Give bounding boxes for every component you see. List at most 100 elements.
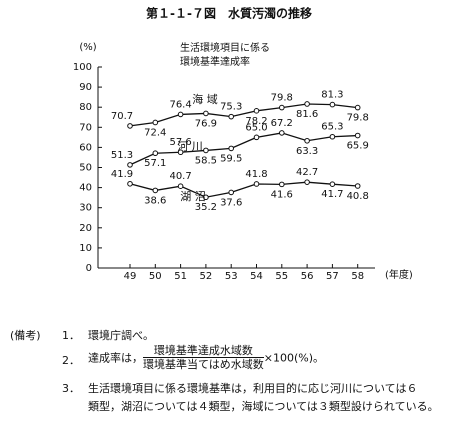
point (279, 181, 285, 188)
point (304, 179, 310, 185)
x-tick-label: 53 (225, 271, 238, 282)
point (228, 113, 234, 120)
point (203, 147, 209, 154)
point (203, 110, 209, 117)
note-number: 3． (62, 382, 80, 395)
point (127, 123, 133, 129)
denominator: 環境基準当てはめ水域数 (143, 358, 264, 371)
y-tick-label: 70 (79, 122, 92, 133)
note-number: 1． (62, 329, 80, 342)
note-number: 2． (62, 354, 80, 367)
point (304, 101, 310, 107)
point (354, 104, 361, 111)
value-label: 72.4 (144, 127, 166, 138)
note-text: ×100(%)。 (263, 351, 325, 365)
value-label: 37.6 (220, 197, 242, 208)
note-text: 環境庁調べ。 (88, 329, 154, 342)
note-text: 達成率は， (88, 351, 143, 365)
value-label: 67.2 (271, 118, 293, 129)
fraction: 環境基準達成水域数 環境基準当てはめ水域数 (143, 344, 264, 371)
value-label: 70.7 (111, 111, 133, 122)
series-label: 河 川 (177, 140, 203, 153)
value-label: 42.7 (296, 167, 318, 178)
series-line (129, 181, 358, 198)
x-axis-label: (年度) (385, 268, 413, 281)
point (152, 150, 159, 157)
point (354, 132, 361, 139)
value-label: 65.9 (347, 141, 369, 152)
value-label: 57.1 (144, 158, 166, 169)
subtitle: 生活環境項目に係る (180, 41, 270, 54)
subtitle: 環境基準達成率 (180, 55, 250, 68)
x-tick-label: 50 (149, 271, 162, 282)
point (279, 104, 285, 111)
x-tick-label: 49 (124, 271, 137, 282)
value-label: 59.5 (220, 153, 242, 164)
series-label: 海 域 (192, 92, 218, 106)
y-tick-label: 40 (79, 183, 92, 194)
point (253, 108, 260, 114)
value-label: 41.6 (271, 189, 293, 200)
value-label: 78.2 (245, 116, 267, 127)
value-label: 81.3 (321, 90, 343, 101)
note-text: 類型，湖沼については４類型，海域については３類型設けられている。 (88, 400, 439, 413)
value-label: 41.7 (321, 189, 343, 200)
value-label: 41.9 (111, 169, 133, 180)
point (152, 187, 159, 194)
note-formula: 達成率は， 環境基準達成水域数 環境基準当てはめ水域数 ×100(%)。 (88, 344, 324, 371)
value-label: 40.8 (347, 191, 369, 202)
y-tick-label: 100 (73, 62, 92, 73)
y-tick-label: 80 (79, 102, 92, 113)
point (329, 181, 336, 187)
point (177, 111, 184, 118)
point (329, 101, 336, 108)
value-label: 75.3 (220, 102, 242, 113)
value-label: 81.6 (296, 109, 318, 120)
numerator: 環境基準達成水域数 (143, 344, 264, 358)
chart-title: 第１-１-７図 水質汚濁の推移 (146, 6, 312, 21)
point (253, 181, 260, 187)
value-label: 79.8 (271, 93, 293, 104)
point (253, 134, 260, 141)
point (279, 130, 285, 136)
y-tick-label: 20 (79, 223, 92, 234)
y-tick-label: 60 (79, 142, 92, 153)
value-label: 79.8 (347, 113, 369, 124)
x-tick-label: 56 (301, 271, 314, 282)
x-tick-label: 55 (275, 271, 288, 282)
x-tick-label: 52 (200, 271, 213, 282)
note-text: 生活環境項目に係る環境基準は，利用目的に応じ河川については６ (88, 382, 418, 395)
x-tick-label: 57 (326, 271, 339, 282)
value-label: 58.5 (195, 155, 217, 166)
y-tick-label: 30 (79, 203, 92, 214)
point (354, 183, 361, 189)
y-axis-label: (%) (79, 42, 96, 53)
point (228, 145, 234, 152)
point (152, 119, 159, 126)
chart: 第１-１-７図 水質汚濁の推移 生活環境項目に係る 環境基準達成率 (%) (年… (73, 6, 413, 283)
point (203, 194, 209, 201)
series-line (129, 132, 358, 166)
value-label: 40.7 (169, 171, 191, 182)
y-tick-label: 10 (79, 243, 92, 254)
y-tick-label: 50 (79, 163, 92, 174)
point (127, 162, 133, 168)
x-tick-label: 58 (351, 271, 364, 282)
value-label: 65.3 (321, 122, 343, 133)
x-tick-label: 51 (174, 271, 187, 282)
series-label: 湖 沼 (180, 189, 206, 203)
value-label: 41.8 (245, 169, 267, 180)
point (329, 133, 336, 140)
x-tick-label: 54 (250, 271, 263, 282)
value-label: 76.9 (195, 118, 217, 129)
value-label: 51.3 (111, 150, 133, 161)
point (127, 180, 133, 187)
value-label: 38.6 (144, 195, 166, 206)
value-label: 76.4 (169, 99, 191, 110)
value-label: 57.6 (169, 137, 191, 148)
y-tick-label: 90 (79, 82, 92, 93)
point (228, 189, 234, 196)
value-label: 63.3 (296, 146, 318, 157)
value-label: 35.2 (195, 202, 217, 213)
